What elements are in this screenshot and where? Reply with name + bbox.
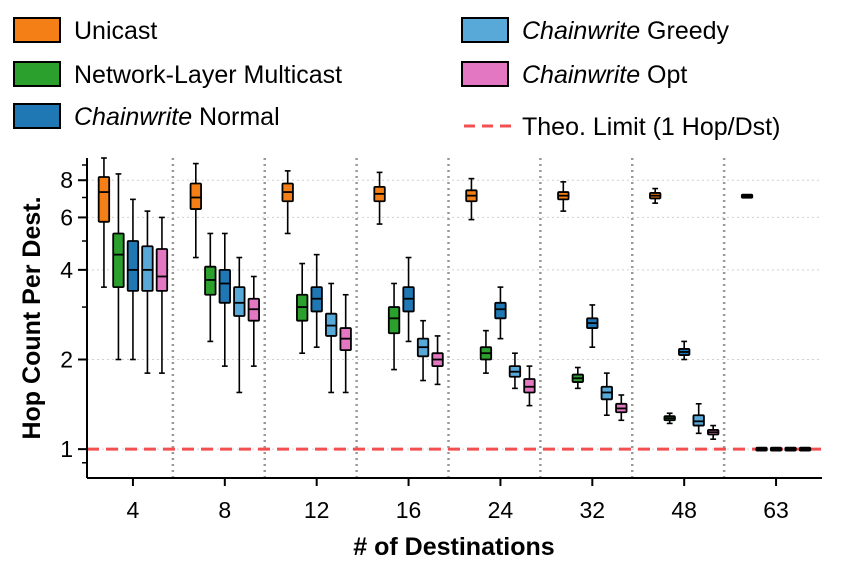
box-chainwrite-normal-8 (218, 232, 231, 367)
x-tick-label-16: 16 (396, 497, 422, 523)
box-chainwrite-normal-16 (402, 256, 415, 343)
box-network-layer-multicast-12 (296, 262, 309, 354)
box-chainwrite-greedy-24 (508, 352, 522, 390)
y-tick-label-8: 8 (60, 167, 73, 193)
box-body (523, 378, 536, 394)
box-body (97, 176, 111, 223)
box-chainwrite-opt-8 (247, 275, 260, 367)
box-network-layer-multicast-16 (387, 282, 401, 371)
y-axis-title: Hop Count Per Dest. (18, 196, 46, 439)
box-body (189, 182, 202, 210)
legend-swatch-normal (13, 103, 61, 129)
box-chainwrite-normal-12 (310, 253, 323, 348)
y-tick-label-1: 1 (60, 436, 73, 462)
x-tick-label-8: 8 (218, 497, 231, 523)
box-unicast-48 (649, 187, 662, 204)
box-body (126, 240, 140, 292)
legend-swatch-greedy (461, 17, 509, 43)
box-body (692, 414, 705, 427)
legend-label-normal: Chainwrite Normal (74, 103, 280, 131)
x-tick-label-12: 12 (304, 497, 330, 523)
legend-label-greedy: Chainwrite Greedy (522, 17, 730, 45)
x-tick-label-24: 24 (488, 497, 514, 523)
box-unicast-32 (557, 181, 570, 212)
box-chainwrite-greedy-8 (233, 256, 246, 394)
box-chainwrite-greedy-12 (325, 282, 338, 394)
box-network-layer-multicast-32 (571, 366, 584, 390)
x-tick-label-63: 63 (763, 497, 789, 523)
box-chainwrite-opt-32 (615, 394, 628, 422)
box-chainwrite-opt-24 (523, 365, 536, 407)
legend-item-normal: Chainwrite Normal (13, 103, 280, 131)
box-chainwrite-greedy-32 (600, 372, 613, 417)
box-chainwrite-normal-48 (678, 340, 691, 361)
gridlines (87, 179, 822, 450)
x-tick-label-4: 4 (127, 497, 140, 523)
y-tick-label-2: 2 (60, 347, 73, 373)
legend-item-opt: Chainwrite Opt (461, 61, 687, 89)
box-network-layer-multicast-63 (755, 446, 768, 452)
box-body (141, 245, 154, 292)
legend-item-multicast: Network-Layer Multicast (13, 61, 342, 89)
box-chainwrite-normal-4 (126, 198, 140, 361)
box-chainwrite-normal-24 (494, 286, 507, 340)
box-unicast-24 (465, 177, 478, 221)
box-network-layer-multicast-24 (479, 329, 493, 374)
box-unicast-16 (373, 171, 386, 225)
legend-item-greedy: Chainwrite Greedy (461, 17, 730, 45)
legend-label-opt: Chainwrite Opt (522, 61, 687, 89)
legend: Unicast Network-Layer Multicast Chainwrite… (13, 17, 780, 141)
boxes (97, 157, 812, 452)
legend-label-unicast: Unicast (74, 17, 157, 45)
legend-swatch-unicast (13, 17, 61, 43)
legend-swatch-opt (461, 61, 509, 87)
box-chainwrite-greedy-48 (692, 402, 705, 435)
box-chainwrite-greedy-63 (784, 446, 797, 452)
box-chainwrite-normal-63 (769, 446, 783, 452)
x-tick-label-32: 32 (580, 497, 606, 523)
box-network-layer-multicast-4 (112, 173, 125, 361)
box-chainwrite-opt-63 (798, 446, 812, 452)
box-unicast-8 (189, 162, 202, 259)
box-body (112, 232, 125, 289)
box-unicast-4 (97, 157, 111, 288)
box-body (494, 301, 507, 320)
box-unicast-12 (281, 170, 294, 235)
box-body (155, 248, 169, 292)
box-chainwrite-opt-12 (339, 293, 352, 394)
box-unicast-63 (740, 193, 754, 199)
legend-label-multicast: Network-Layer Multicast (74, 61, 342, 89)
box-chainwrite-greedy-4 (141, 210, 154, 374)
box-network-layer-multicast-48 (663, 412, 676, 425)
box-chainwrite-opt-16 (431, 335, 444, 386)
box-body (233, 286, 246, 317)
box-chainwrite-greedy-16 (416, 319, 430, 382)
box-network-layer-multicast-8 (204, 232, 217, 343)
legend-label-limit: Theo. Limit (1 Hop/Dst) (522, 113, 780, 141)
legend-swatch-multicast (13, 61, 61, 87)
x-tick-label-48: 48 (671, 497, 697, 523)
y-tick-label-4: 4 (60, 257, 73, 283)
legend-item-unicast: Unicast (13, 17, 157, 45)
box-body (218, 268, 231, 304)
box-chainwrite-normal-32 (586, 304, 599, 348)
x-axis-title: # of Destinations (353, 533, 554, 561)
box-body (387, 306, 401, 335)
y-tick-label-6: 6 (60, 204, 73, 230)
box-chainwrite-opt-48 (707, 424, 720, 440)
box-chainwrite-opt-4 (155, 216, 169, 374)
legend-item-limit: Theo. Limit (1 Hop/Dst) (464, 113, 780, 141)
